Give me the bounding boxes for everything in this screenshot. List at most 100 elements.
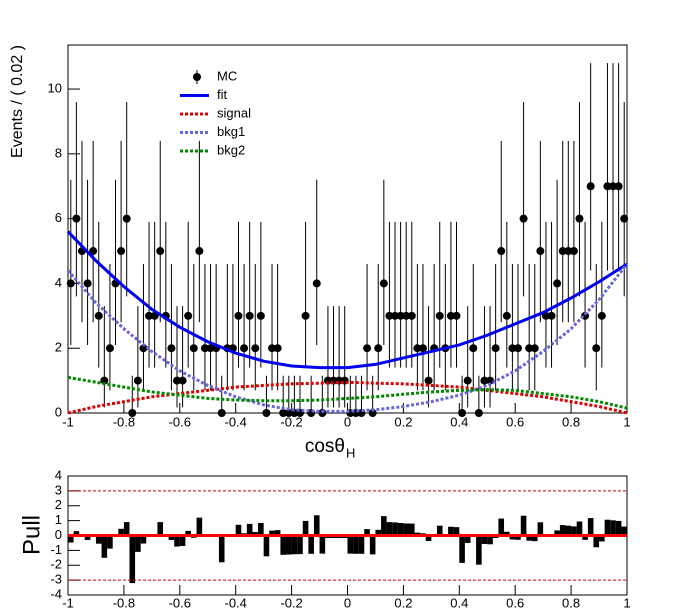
data-point bbox=[592, 344, 601, 353]
pull-bar bbox=[364, 529, 370, 536]
x-tick-label: -1 bbox=[62, 595, 74, 610]
curve bbox=[67, 380, 628, 415]
data-point bbox=[407, 311, 416, 320]
data-point bbox=[609, 182, 618, 191]
data-point bbox=[458, 409, 467, 417]
data-point bbox=[117, 247, 126, 256]
pull-bar bbox=[386, 522, 393, 536]
pull-bar bbox=[498, 518, 505, 536]
data-point bbox=[133, 376, 142, 385]
data-point bbox=[564, 247, 573, 256]
data-point bbox=[268, 344, 277, 353]
pull-bar bbox=[593, 535, 600, 548]
data-point bbox=[379, 279, 388, 288]
y-tick-label: 1 bbox=[55, 512, 62, 527]
data-point bbox=[491, 344, 500, 353]
data-point bbox=[385, 311, 394, 320]
pull-bar bbox=[129, 535, 136, 584]
x-tick-label: 0 bbox=[344, 414, 351, 429]
x-tick-label: 0.4 bbox=[450, 414, 468, 429]
pull-bar bbox=[515, 535, 521, 540]
data-point bbox=[547, 311, 556, 320]
pull-bar bbox=[375, 529, 382, 536]
data-point bbox=[100, 376, 109, 385]
data-point bbox=[569, 247, 578, 256]
y-tick-label: -1 bbox=[50, 542, 62, 557]
data-point bbox=[145, 311, 154, 320]
data-point bbox=[94, 311, 103, 320]
curve bbox=[67, 375, 628, 410]
pull-bar bbox=[453, 527, 460, 536]
legend-label: MC bbox=[217, 68, 237, 83]
x-axis-title: cosθ bbox=[305, 436, 345, 457]
legend-label: signal bbox=[217, 105, 251, 120]
pull-bar bbox=[168, 535, 175, 540]
data-point bbox=[195, 247, 204, 256]
x-axis-title-sub: H bbox=[346, 445, 355, 460]
pull-bar bbox=[107, 535, 113, 549]
y-tick-label: -3 bbox=[50, 572, 62, 587]
pull-bar bbox=[174, 535, 180, 547]
pull-bar bbox=[448, 526, 454, 536]
data-point bbox=[424, 376, 433, 385]
data-point bbox=[396, 311, 405, 320]
data-point bbox=[284, 409, 293, 417]
data-point bbox=[262, 409, 271, 417]
data-point bbox=[452, 311, 461, 320]
pull-bar bbox=[554, 530, 560, 536]
x-tick-label: 0.2 bbox=[394, 595, 412, 610]
data-point bbox=[402, 311, 411, 320]
pull-bar bbox=[587, 518, 594, 536]
pull-bar bbox=[403, 523, 409, 536]
data-point bbox=[240, 344, 249, 353]
pull-bar bbox=[291, 535, 298, 555]
pull-bar bbox=[118, 528, 124, 536]
x-tick-label: 1 bbox=[623, 595, 630, 610]
x-tick-label: 0.6 bbox=[506, 414, 524, 429]
x-tick-label: 0.2 bbox=[394, 414, 412, 429]
data-point bbox=[83, 279, 92, 288]
pull-bar bbox=[610, 520, 616, 536]
pull-bar bbox=[308, 535, 314, 554]
data-point bbox=[89, 247, 98, 256]
data-point bbox=[167, 344, 176, 353]
pull-bar bbox=[297, 535, 303, 555]
pull-bar bbox=[263, 535, 270, 557]
data-point bbox=[391, 311, 400, 320]
y-tick-label: 2 bbox=[55, 340, 62, 355]
y-tick-label: 4 bbox=[55, 467, 62, 482]
data-point bbox=[66, 279, 75, 288]
pull-bar bbox=[123, 522, 130, 536]
data-point bbox=[301, 311, 310, 320]
pull-bar bbox=[185, 530, 191, 536]
y-tick-label: -2 bbox=[50, 557, 62, 572]
pull-bar bbox=[504, 531, 510, 536]
y-tick-label: 10 bbox=[48, 80, 62, 95]
pull-bar bbox=[157, 522, 164, 536]
pull-bar bbox=[599, 535, 605, 542]
y-tick-label: 0 bbox=[55, 404, 62, 419]
y-tick-label: 6 bbox=[55, 210, 62, 225]
pull-bar bbox=[425, 535, 432, 542]
data-point bbox=[486, 376, 495, 385]
pull-bar bbox=[621, 526, 627, 536]
pull-bar bbox=[235, 524, 242, 536]
pull-bar bbox=[582, 535, 588, 540]
data-point bbox=[620, 214, 629, 223]
data-point bbox=[206, 344, 215, 353]
pull-bar bbox=[258, 523, 264, 536]
pull-axis-title: Pull bbox=[18, 515, 45, 555]
data-point bbox=[178, 376, 187, 385]
data-point bbox=[418, 344, 427, 353]
pull-bar bbox=[559, 525, 566, 536]
pull-bar bbox=[531, 535, 538, 542]
pull-bar bbox=[347, 535, 354, 554]
curve bbox=[66, 230, 628, 370]
data-point bbox=[217, 409, 226, 417]
pull-bar bbox=[135, 535, 141, 552]
pull-bar bbox=[95, 535, 102, 544]
pull-bar bbox=[436, 525, 443, 536]
y-tick-label: 0 bbox=[55, 527, 62, 542]
pull-bar bbox=[252, 532, 259, 536]
data-point bbox=[435, 311, 444, 320]
